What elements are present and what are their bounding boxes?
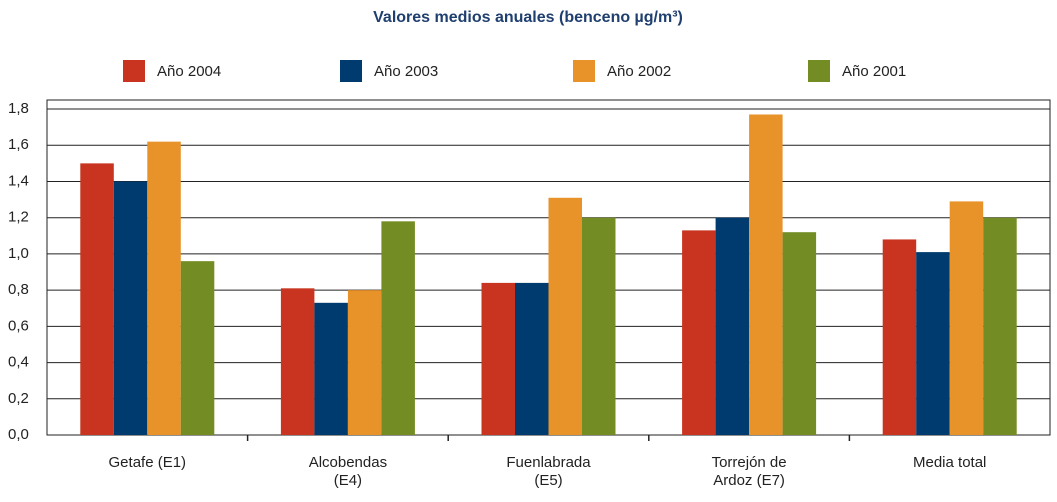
y-tick-label: 0,0	[8, 426, 29, 443]
bar	[983, 217, 1017, 435]
chart-title: Valores medios anuales (benceno µg/m³)	[373, 9, 683, 26]
bar	[80, 163, 114, 436]
y-tick-label: 1,4	[8, 172, 29, 189]
y-tick-label: 1,6	[8, 136, 29, 153]
bar	[113, 181, 148, 435]
bar	[280, 288, 315, 435]
y-tick-label: 0,2	[8, 390, 29, 407]
bar	[916, 252, 950, 435]
x-tick-label: Torrejón de Ardoz (E7)	[712, 454, 787, 489]
y-tick-label: 1,0	[8, 245, 29, 262]
x-tick-label: Alcobendas (E4)	[309, 454, 387, 489]
y-tick-label: 0,6	[8, 317, 29, 334]
bar	[715, 217, 750, 435]
legend-label: Año 2002	[607, 63, 671, 80]
bar	[782, 232, 817, 435]
legend-swatch	[573, 60, 595, 82]
bar	[381, 221, 415, 435]
bar	[949, 201, 984, 435]
y-tick-label: 0,8	[8, 281, 29, 298]
bar	[481, 282, 515, 435]
y-tick-label: 1,8	[8, 100, 29, 117]
x-tick-label: Fuenlabrada (E5)	[506, 454, 591, 489]
x-tick-label: Getafe (E1)	[109, 454, 187, 471]
bar	[682, 230, 716, 435]
bar	[147, 141, 181, 435]
bar	[749, 114, 783, 436]
legend-swatch	[808, 60, 830, 82]
legend-label: Año 2001	[842, 63, 906, 80]
legend-label: Año 2003	[374, 63, 438, 80]
bar	[347, 290, 382, 435]
x-tick-label: Media total	[913, 454, 986, 471]
legend-swatch	[123, 60, 145, 82]
y-tick-label: 1,2	[8, 209, 29, 226]
bar	[582, 217, 616, 435]
bar	[548, 197, 582, 435]
bar	[515, 282, 549, 435]
bar	[882, 239, 917, 435]
bar	[180, 261, 215, 435]
legend-label: Año 2004	[157, 63, 221, 80]
y-tick-label: 0,4	[8, 354, 29, 371]
legend-swatch	[340, 60, 362, 82]
bar	[314, 302, 348, 435]
